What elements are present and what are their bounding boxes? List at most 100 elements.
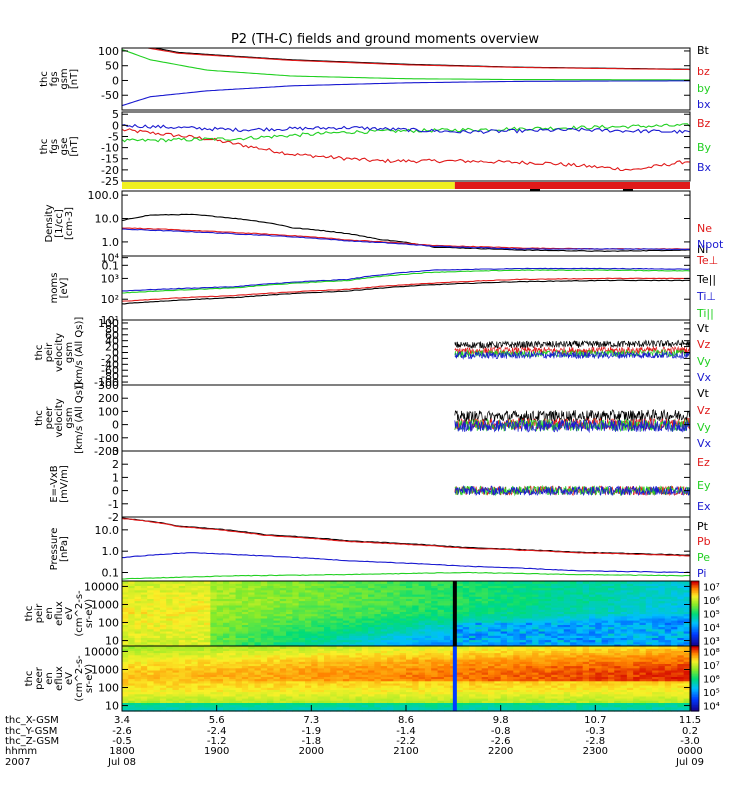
spectrogram-cell xyxy=(671,611,678,615)
spectrogram-cell xyxy=(418,659,426,662)
spectrogram-cell xyxy=(387,598,394,602)
spectrogram-cell xyxy=(185,656,192,660)
colorbar-segment xyxy=(691,603,699,606)
spectrogram-cell xyxy=(456,695,464,699)
spectrogram-cell xyxy=(185,678,192,682)
spectrogram-cell xyxy=(140,596,148,599)
spectrogram-cell xyxy=(336,587,344,591)
series-Pt xyxy=(122,517,690,556)
spectrogram-cell xyxy=(488,704,495,708)
spectrogram-cell xyxy=(582,600,590,604)
spectrogram-cell xyxy=(267,689,275,693)
spectrogram-cell xyxy=(380,609,388,612)
spectrogram-cell xyxy=(305,598,312,602)
spectrogram-cell xyxy=(683,600,691,604)
spectrogram-cell xyxy=(305,646,312,649)
spectrogram-cell xyxy=(128,706,136,710)
spectrogram-cell xyxy=(223,615,230,619)
spectrogram-cell xyxy=(134,585,142,589)
spectrogram-cell xyxy=(443,611,451,615)
spectrogram-cell xyxy=(488,639,495,643)
spectrogram-cell xyxy=(380,665,388,669)
spectrogram-cell xyxy=(147,585,155,589)
spectrogram-cell xyxy=(128,637,136,641)
spectrogram-cell xyxy=(330,624,338,628)
spectrogram-cell xyxy=(620,626,628,630)
spectrogram-cell xyxy=(140,602,148,606)
spectrogram-cell xyxy=(380,669,388,673)
spectrogram-cell xyxy=(443,626,451,630)
spectrogram-cell xyxy=(317,708,325,712)
spectrogram-cell xyxy=(191,676,199,680)
spectrogram-cell xyxy=(197,685,205,688)
spectrogram-cell xyxy=(166,685,174,688)
spectrogram-cell xyxy=(166,654,174,658)
spectrogram-cell xyxy=(500,611,508,615)
spectrogram-cell xyxy=(418,691,426,695)
spectrogram-cell xyxy=(210,617,218,621)
spectrogram-cell xyxy=(122,708,129,712)
spectrogram-cell xyxy=(197,600,205,604)
spectrogram-cell xyxy=(469,672,476,675)
spectrogram-cell xyxy=(387,630,394,634)
spectrogram-cell xyxy=(645,604,653,608)
spectrogram-cell xyxy=(317,693,325,697)
spectrogram-cell xyxy=(513,693,521,697)
spectrogram-cell xyxy=(387,611,394,615)
spectrogram-cell xyxy=(418,600,426,604)
spectrogram-cell xyxy=(633,637,641,641)
spectrogram-cell xyxy=(349,693,357,697)
spectrogram-cell xyxy=(260,624,268,628)
spectrogram-cell xyxy=(589,639,596,643)
spectrogram-cell xyxy=(418,643,426,647)
colorbar-segment xyxy=(691,610,699,613)
spectrogram-cell xyxy=(437,698,445,701)
spectrogram-cell xyxy=(519,706,527,710)
spectrogram-cell xyxy=(374,628,382,632)
spectrogram-cell xyxy=(589,628,596,632)
spectrogram-cell xyxy=(292,633,300,636)
spectrogram-cell xyxy=(248,596,256,599)
spectrogram-cell xyxy=(324,587,331,591)
spectrogram-cell xyxy=(399,643,407,647)
spectrogram-cell xyxy=(589,600,596,604)
spectrogram-cell xyxy=(128,598,136,602)
spectrogram-cell xyxy=(361,669,369,673)
spectrogram-cell xyxy=(197,656,205,660)
spectrogram-cell xyxy=(153,667,161,671)
spectrogram-cell xyxy=(178,667,186,671)
spectrogram-cell xyxy=(248,656,256,660)
spectrogram-cell xyxy=(267,630,275,634)
spectrogram-cell xyxy=(595,617,603,621)
colorbar-segment xyxy=(691,626,699,629)
spectrogram-cell xyxy=(443,630,451,634)
spectrogram-cell xyxy=(437,583,445,586)
spectrogram-cell xyxy=(551,585,559,589)
spectrogram-cell xyxy=(582,630,590,634)
spectrogram-cell xyxy=(292,704,300,708)
spectrogram-cell xyxy=(380,581,388,584)
spectrogram-cell xyxy=(437,691,445,695)
spectrogram-cell xyxy=(191,656,199,660)
spectrogram-cell xyxy=(462,652,470,656)
spectrogram-cell xyxy=(311,613,319,617)
spectrogram-cell xyxy=(286,643,293,647)
spectrogram-cell xyxy=(494,633,502,636)
spectrogram-cell xyxy=(216,628,224,632)
spectrogram-cell xyxy=(626,633,634,636)
spectrogram-cell xyxy=(488,620,495,623)
spectrogram-cell xyxy=(178,633,186,636)
spectrogram-cell xyxy=(361,691,369,695)
spectrogram-cell xyxy=(368,665,375,669)
spectrogram-cell xyxy=(147,635,155,638)
spectrogram-cell xyxy=(216,622,224,625)
spectrogram-cell xyxy=(330,583,338,586)
spectrogram-cell xyxy=(317,650,325,654)
spectrogram-cell xyxy=(260,656,268,660)
spectrogram-cell xyxy=(664,589,672,593)
spectrogram-cell xyxy=(349,702,357,706)
spectrogram-cell xyxy=(260,602,268,606)
spectrogram-cell xyxy=(178,691,186,695)
spectrogram-cell xyxy=(368,685,375,688)
spectrogram-cell xyxy=(551,626,559,630)
